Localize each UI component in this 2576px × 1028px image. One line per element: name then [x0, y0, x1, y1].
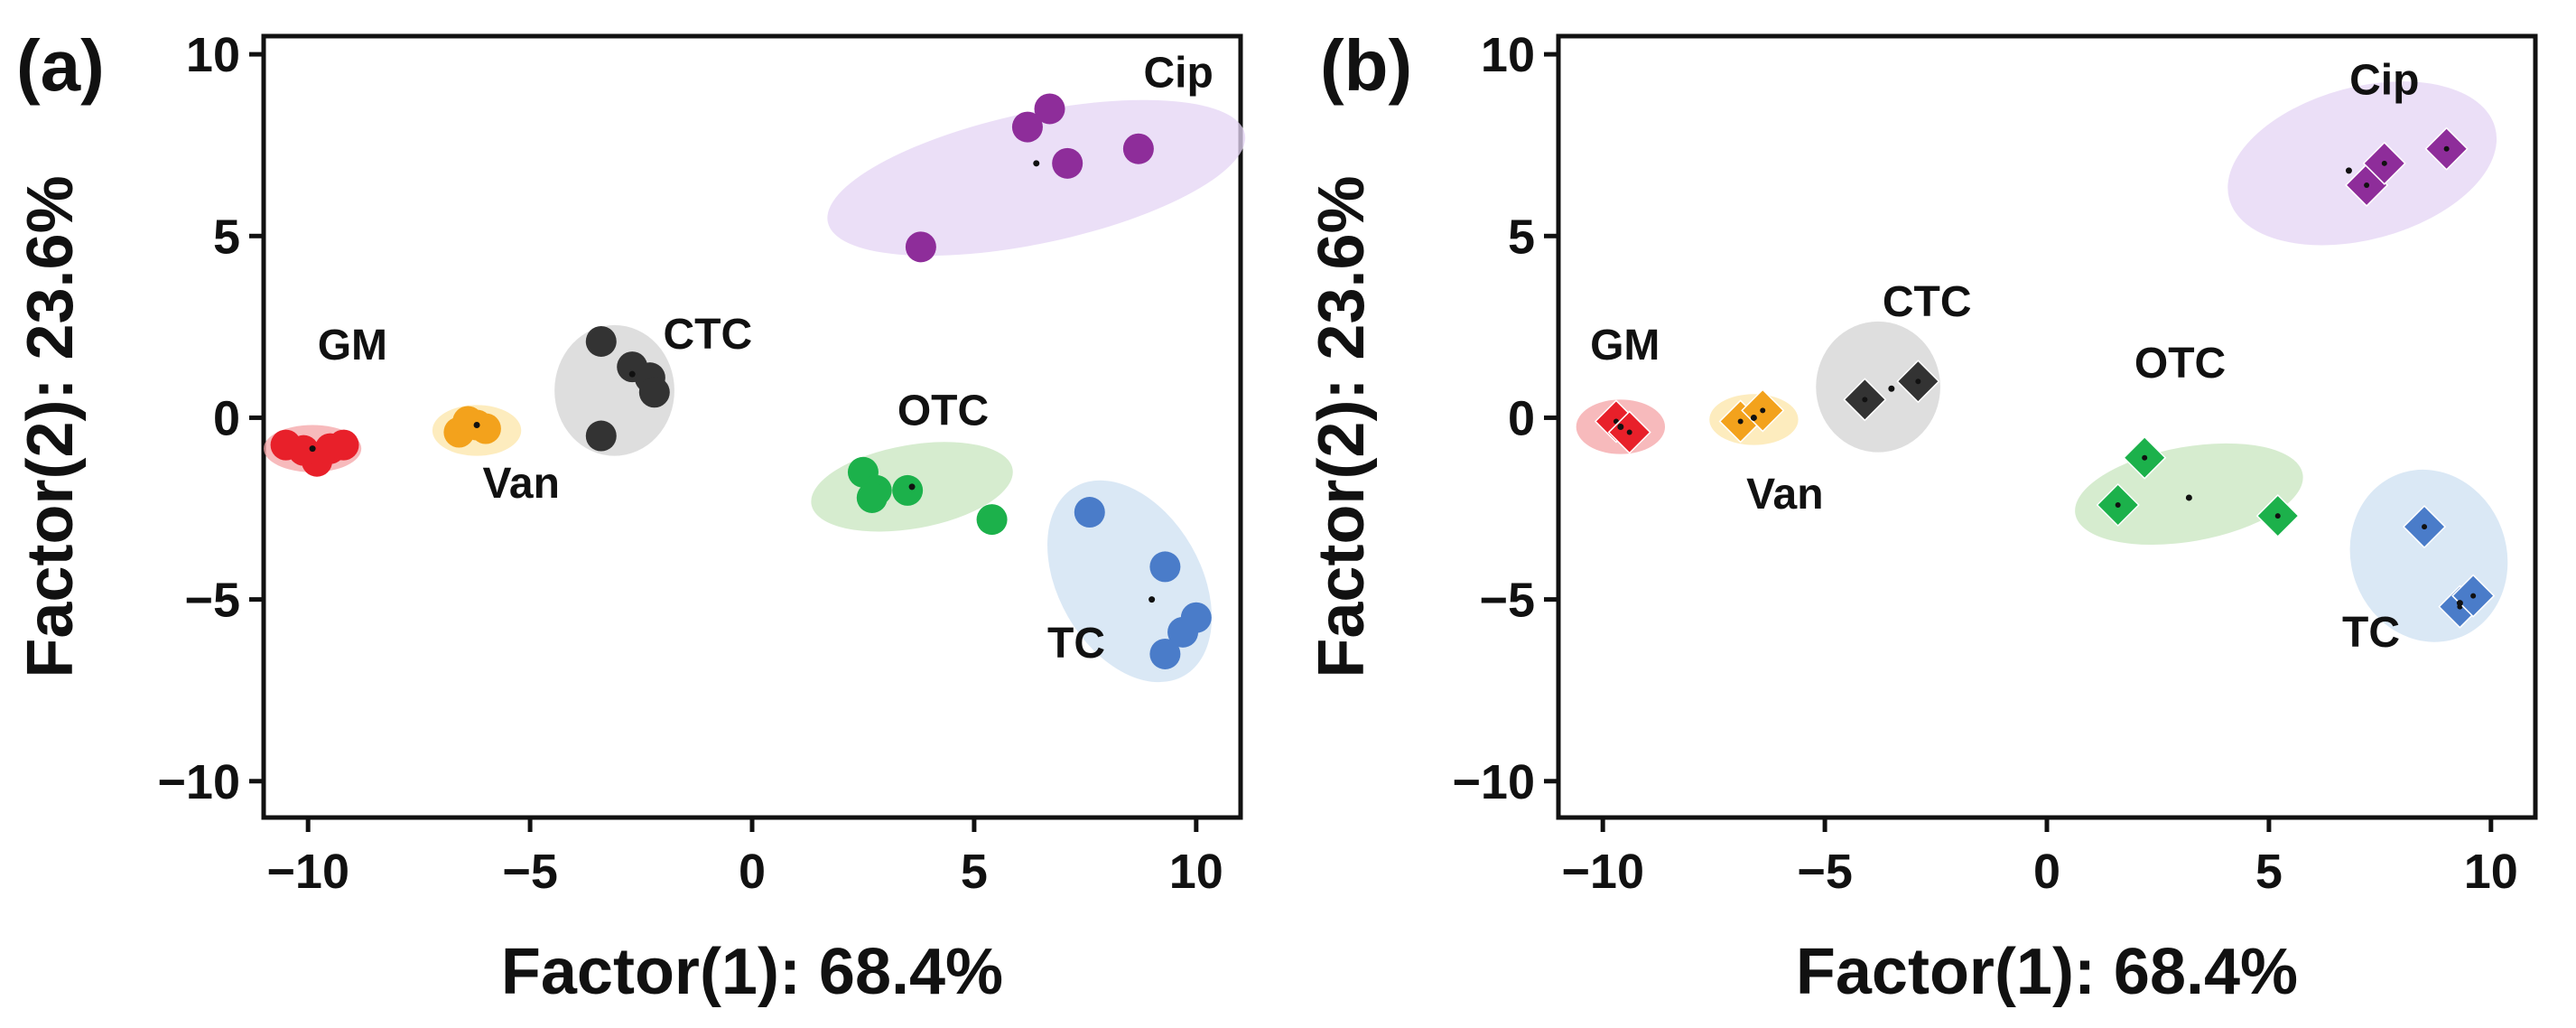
- y-tick-label: 10: [1481, 28, 1535, 82]
- centroid-marker-tc: [2456, 600, 2463, 607]
- data-point-cip: [1122, 133, 1154, 164]
- centroid-marker-van: [473, 421, 480, 428]
- data-point-center-dot: [1737, 418, 1744, 425]
- group-label-otc: OTC: [897, 387, 989, 435]
- x-tick-label: −10: [266, 845, 349, 899]
- centroid-marker-gm: [309, 445, 316, 453]
- data-point-otc: [976, 504, 1008, 536]
- group-label-gm: GM: [1590, 322, 1660, 369]
- panel-label: (b): [1320, 25, 1412, 106]
- x-axis-label: Factor(1): 68.4%: [1796, 936, 2298, 1008]
- x-tick-label: 10: [2464, 845, 2518, 899]
- centroid-marker-otc: [2185, 494, 2192, 501]
- group-label-ctc: CTC: [1883, 278, 1972, 326]
- centroid-marker-ctc: [1888, 385, 1895, 392]
- data-point-center-dot: [2422, 524, 2428, 530]
- x-tick-label: −5: [502, 845, 558, 899]
- centroid-marker-ctc: [628, 370, 636, 378]
- x-axis-label: Factor(1): 68.4%: [501, 936, 1003, 1008]
- data-point-ctc: [585, 325, 617, 357]
- group-label-gm: GM: [318, 322, 387, 369]
- y-tick-label: 5: [1508, 210, 1535, 264]
- panel-label: (a): [16, 25, 105, 106]
- y-tick-label: −5: [1479, 574, 1535, 628]
- data-point-center-dot: [1626, 429, 1632, 435]
- data-point-center-dot: [2142, 454, 2148, 461]
- group-label-tc: TC: [1047, 620, 1105, 668]
- data-point-center-dot: [1760, 407, 1766, 414]
- data-point-ctc: [585, 420, 617, 452]
- data-point-gm: [288, 435, 320, 466]
- data-point-tc: [1074, 497, 1105, 528]
- y-tick-label: 0: [1508, 391, 1535, 445]
- confidence-ellipse-cip: [2227, 81, 2497, 246]
- data-point-cip: [1034, 93, 1065, 125]
- y-tick-label: −10: [1452, 755, 1535, 809]
- confidence-ellipse-tc: [1047, 480, 1213, 683]
- data-point-center-dot: [2274, 513, 2281, 519]
- x-tick-label: 5: [961, 845, 988, 899]
- data-point-ctc: [638, 377, 670, 408]
- data-point-center-dot: [2364, 182, 2370, 188]
- centroid-marker-van: [1750, 414, 1757, 421]
- y-tick-label: −5: [184, 574, 240, 628]
- group-label-van: Van: [1746, 471, 1823, 519]
- data-point-tc: [1180, 602, 1212, 633]
- y-axis-label: Factor(2): 23.6%: [1306, 175, 1378, 678]
- data-point-center-dot: [2443, 145, 2450, 152]
- data-point-gm: [328, 429, 359, 461]
- data-point-center-dot: [1862, 397, 1868, 403]
- panel-b-score-plot: −10 −5 0 5 10 −10 −5 0 5 10 Factor(1): 68.4% Factor…: [1306, 25, 2538, 1008]
- x-tick-label: 10: [1169, 845, 1223, 899]
- x-tick-label: −5: [1797, 845, 1853, 899]
- confidence-ellipse-ctc: [1816, 321, 1940, 453]
- x-tick-label: −10: [1561, 845, 1644, 899]
- group-label-cip: Cip: [2349, 56, 2419, 104]
- data-point-center-dot: [2381, 160, 2387, 166]
- data-point-tc: [1149, 551, 1181, 583]
- y-tick-label: −10: [157, 755, 240, 809]
- centroid-marker-otc: [908, 483, 916, 491]
- data-point-tc: [1149, 638, 1181, 669]
- data-point-van: [452, 406, 484, 437]
- group-label-van: Van: [483, 460, 560, 508]
- group-label-tc: TC: [2342, 609, 2400, 657]
- data-point-center-dot: [2115, 502, 2121, 508]
- y-tick-label: 10: [186, 28, 240, 82]
- panel-a-score-plot: −10 −5 0 5 10 −10 −5 0 5 10 Factor(1): 68.4% Factor…: [14, 25, 1246, 1008]
- x-tick-label: 0: [2033, 845, 2060, 899]
- data-point-cip: [905, 231, 936, 263]
- data-point-center-dot: [2470, 593, 2477, 599]
- confidence-ellipse-otc: [2075, 443, 2303, 546]
- x-tick-label: 0: [739, 845, 766, 899]
- centroid-marker-tc: [1149, 596, 1156, 603]
- data-point-center-dot: [1915, 378, 1921, 385]
- y-axis-label: Factor(2): 23.6%: [14, 175, 87, 678]
- data-point-otc: [856, 481, 888, 513]
- group-label-otc: OTC: [2134, 340, 2226, 388]
- centroid-marker-cip: [1033, 160, 1040, 167]
- centroid-marker-cip: [2345, 167, 2352, 174]
- data-point-otc: [892, 474, 924, 506]
- group-label-ctc: CTC: [663, 311, 752, 359]
- y-tick-label: 0: [213, 391, 240, 445]
- x-tick-label: 5: [2255, 845, 2283, 899]
- centroid-marker-gm: [1617, 424, 1624, 430]
- data-point-cip: [1052, 147, 1083, 179]
- group-label-cip: Cip: [1143, 49, 1213, 97]
- data-point-cip: [1011, 111, 1043, 143]
- y-tick-label: 5: [213, 210, 240, 264]
